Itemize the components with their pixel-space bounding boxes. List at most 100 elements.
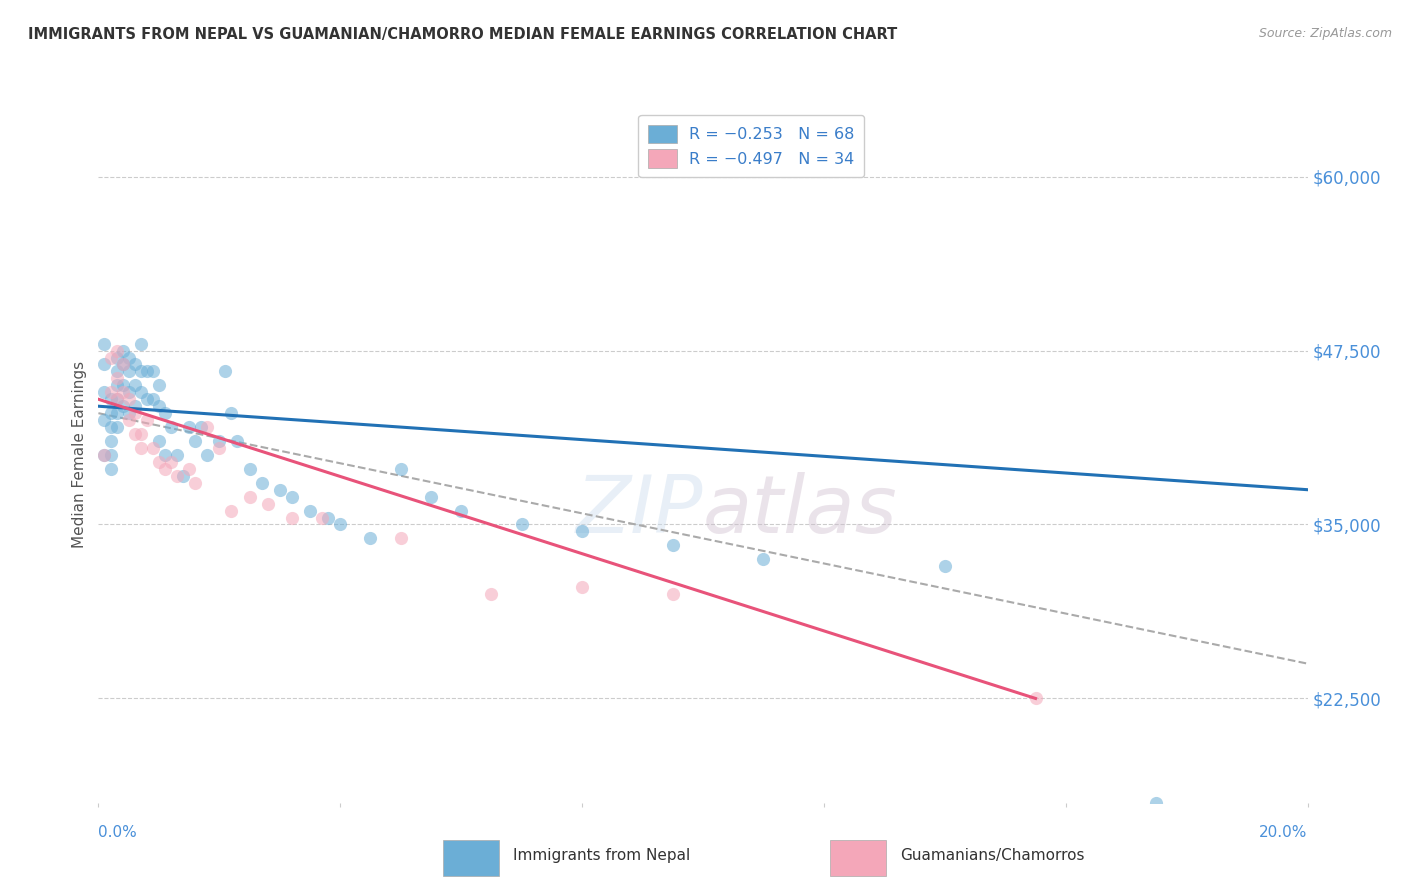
Point: [195, 448, 218, 462]
Point: [118, 406, 141, 420]
Point: [195, 420, 218, 434]
Point: [153, 448, 176, 462]
Point: [184, 434, 207, 448]
Point: [111, 378, 134, 392]
Point: [124, 399, 146, 413]
Point: [124, 378, 146, 392]
Point: [100, 462, 122, 476]
Point: [184, 475, 207, 490]
Point: [934, 559, 956, 574]
Point: [93, 358, 115, 372]
Point: [1144, 796, 1167, 810]
Text: ZIP: ZIP: [575, 472, 703, 549]
Point: [105, 343, 128, 358]
Point: [329, 517, 352, 532]
Point: [160, 455, 183, 469]
Text: atlas: atlas: [703, 472, 898, 549]
Bar: [443, 840, 499, 876]
Point: [93, 448, 115, 462]
Legend: R = −0.253   N = 68, R = −0.497   N = 34: R = −0.253 N = 68, R = −0.497 N = 34: [638, 115, 865, 178]
Point: [100, 385, 122, 400]
Point: [118, 364, 141, 378]
Point: [166, 448, 188, 462]
Point: [118, 392, 141, 407]
Point: [281, 490, 304, 504]
Point: [214, 364, 236, 378]
Y-axis label: Median Female Earnings: Median Female Earnings: [72, 361, 87, 549]
Text: IMMIGRANTS FROM NEPAL VS GUAMANIAN/CHAMORRO MEDIAN FEMALE EARNINGS CORRELATION C: IMMIGRANTS FROM NEPAL VS GUAMANIAN/CHAMO…: [28, 27, 897, 42]
Point: [510, 517, 533, 532]
Text: Immigrants from Nepal: Immigrants from Nepal: [513, 848, 690, 863]
Point: [124, 427, 146, 442]
Point: [111, 385, 134, 400]
Text: 20.0%: 20.0%: [1260, 825, 1308, 840]
Point: [177, 462, 201, 476]
Point: [661, 538, 683, 552]
Point: [118, 385, 141, 400]
Point: [256, 497, 278, 511]
Point: [111, 358, 134, 372]
Point: [105, 406, 128, 420]
Point: [153, 462, 176, 476]
Point: [752, 552, 775, 566]
Point: [360, 532, 382, 546]
Point: [93, 336, 115, 351]
Point: [316, 510, 339, 524]
Point: [172, 468, 194, 483]
Point: [100, 351, 122, 365]
Point: [177, 420, 201, 434]
Point: [166, 468, 188, 483]
Point: [105, 371, 128, 385]
Point: [1024, 691, 1046, 706]
Point: [221, 406, 243, 420]
Point: [239, 490, 262, 504]
Point: [129, 385, 152, 400]
Point: [129, 364, 152, 378]
Point: [135, 364, 157, 378]
Point: [208, 434, 231, 448]
Point: [100, 448, 122, 462]
Point: [129, 427, 152, 442]
Point: [450, 503, 472, 517]
Point: [111, 358, 134, 372]
Point: [135, 413, 157, 427]
Point: [571, 580, 593, 594]
Text: Source: ZipAtlas.com: Source: ZipAtlas.com: [1258, 27, 1392, 40]
Point: [100, 406, 122, 420]
Point: [389, 532, 412, 546]
Point: [221, 503, 243, 517]
Point: [105, 351, 128, 365]
Point: [93, 385, 115, 400]
Point: [571, 524, 593, 539]
Point: [148, 399, 170, 413]
Point: [148, 434, 170, 448]
Point: [135, 392, 157, 407]
Point: [105, 378, 128, 392]
Point: [129, 441, 152, 455]
Point: [111, 399, 134, 413]
Point: [148, 455, 170, 469]
Point: [208, 441, 231, 455]
Point: [269, 483, 291, 497]
Point: [142, 441, 165, 455]
Bar: [830, 840, 886, 876]
Point: [419, 490, 441, 504]
Point: [311, 510, 333, 524]
Point: [142, 364, 165, 378]
Point: [111, 343, 134, 358]
Point: [250, 475, 273, 490]
Point: [661, 587, 683, 601]
Point: [100, 420, 122, 434]
Point: [190, 420, 212, 434]
Point: [105, 392, 128, 407]
Text: Guamanians/Chamorros: Guamanians/Chamorros: [900, 848, 1084, 863]
Point: [481, 587, 503, 601]
Point: [105, 420, 128, 434]
Point: [142, 392, 165, 407]
Text: 0.0%: 0.0%: [98, 825, 138, 840]
Point: [105, 364, 128, 378]
Point: [93, 448, 115, 462]
Point: [281, 510, 304, 524]
Point: [389, 462, 412, 476]
Point: [124, 358, 146, 372]
